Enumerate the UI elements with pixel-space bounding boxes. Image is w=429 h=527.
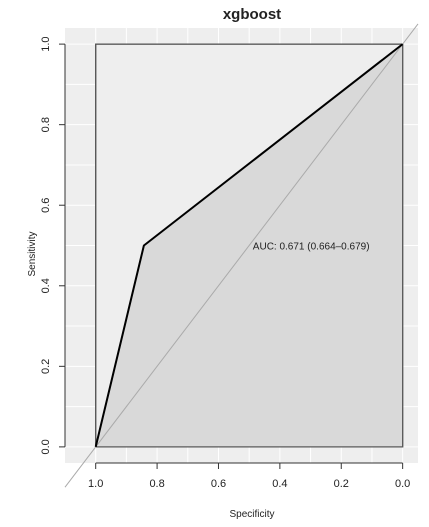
y-tick-label: 1.0 bbox=[40, 36, 52, 51]
x-tick-label: 0.6 bbox=[211, 478, 226, 490]
x-tick-label: 0.4 bbox=[272, 478, 287, 490]
x-tick-label: 0.0 bbox=[395, 478, 410, 490]
y-tick-label: 0.0 bbox=[40, 439, 52, 454]
x-tick-label: 0.8 bbox=[149, 478, 164, 490]
y-tick-label: 0.2 bbox=[40, 359, 52, 374]
y-axis-label: Sensitivity bbox=[27, 231, 38, 276]
chart-title: xgboost bbox=[223, 6, 281, 23]
y-tick-label: 0.4 bbox=[40, 278, 52, 293]
y-tick-label: 0.6 bbox=[40, 198, 52, 213]
roc-curve bbox=[94, 43, 404, 448]
x-axis-label: Specificity bbox=[229, 509, 274, 520]
y-tick-label: 0.8 bbox=[40, 117, 52, 132]
plot-area: AUC: 0.671 (0.664–0.679) 1.0 0.8 0.6 0.4 0.2 0… bbox=[40, 23, 419, 490]
auc-annotation: AUC: 0.671 (0.664–0.679) bbox=[253, 242, 370, 253]
diagonal-reference-line bbox=[64, 23, 419, 488]
x-tick-label: 0.2 bbox=[334, 478, 349, 490]
roc-space-outline bbox=[95, 43, 404, 448]
x-tick-label: 1.0 bbox=[88, 478, 103, 490]
